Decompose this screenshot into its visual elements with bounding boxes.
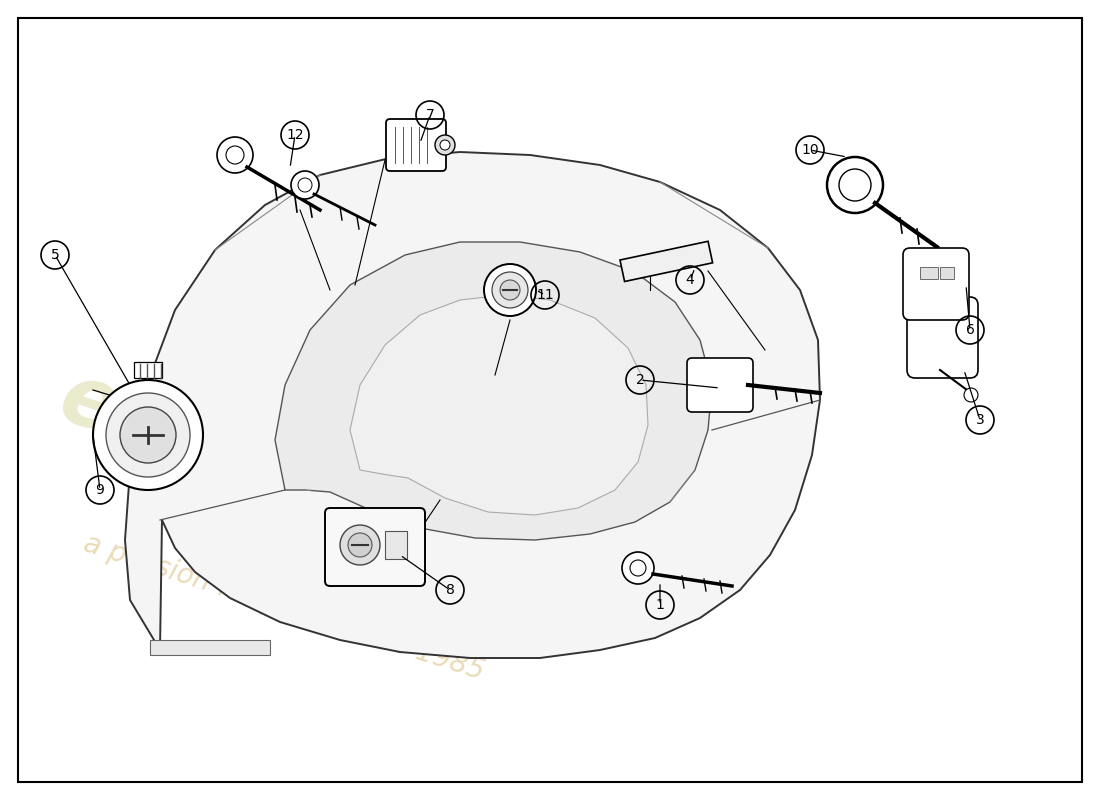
- Polygon shape: [350, 295, 648, 515]
- Bar: [620, 242, 713, 282]
- Circle shape: [500, 280, 520, 300]
- Text: 1: 1: [656, 598, 664, 612]
- Circle shape: [621, 552, 654, 584]
- Bar: [385, 531, 407, 559]
- Circle shape: [106, 393, 190, 477]
- Circle shape: [492, 272, 528, 308]
- Text: 6: 6: [966, 323, 975, 337]
- Circle shape: [340, 525, 379, 565]
- FancyBboxPatch shape: [386, 119, 446, 171]
- Bar: [920, 267, 938, 279]
- Circle shape: [964, 388, 978, 402]
- Circle shape: [120, 407, 176, 463]
- Text: 2: 2: [636, 373, 645, 387]
- Text: 9: 9: [96, 483, 104, 497]
- Text: 10: 10: [801, 143, 818, 157]
- Circle shape: [484, 264, 536, 316]
- Text: 12: 12: [286, 128, 304, 142]
- Circle shape: [348, 533, 372, 557]
- FancyBboxPatch shape: [908, 297, 978, 378]
- Circle shape: [839, 169, 871, 201]
- FancyBboxPatch shape: [688, 358, 754, 412]
- Text: 11: 11: [536, 288, 554, 302]
- Circle shape: [440, 140, 450, 150]
- Text: 4: 4: [685, 273, 694, 287]
- Bar: [150, 640, 270, 655]
- Text: a passion for parts since 1985: a passion for parts since 1985: [80, 530, 487, 686]
- Polygon shape: [125, 152, 820, 658]
- Circle shape: [292, 171, 319, 199]
- Text: 3: 3: [976, 413, 984, 427]
- Text: 5: 5: [51, 248, 59, 262]
- Circle shape: [226, 146, 244, 164]
- Circle shape: [298, 178, 312, 192]
- FancyBboxPatch shape: [903, 248, 969, 320]
- Circle shape: [827, 157, 883, 213]
- Circle shape: [630, 560, 646, 576]
- Text: eurospares: eurospares: [50, 357, 576, 597]
- Bar: [134, 362, 162, 378]
- Text: 7: 7: [426, 108, 434, 122]
- Bar: [940, 267, 954, 279]
- Circle shape: [94, 380, 204, 490]
- FancyBboxPatch shape: [324, 508, 425, 586]
- Text: 8: 8: [446, 583, 454, 597]
- Circle shape: [217, 137, 253, 173]
- Circle shape: [434, 135, 455, 155]
- Polygon shape: [275, 242, 712, 540]
